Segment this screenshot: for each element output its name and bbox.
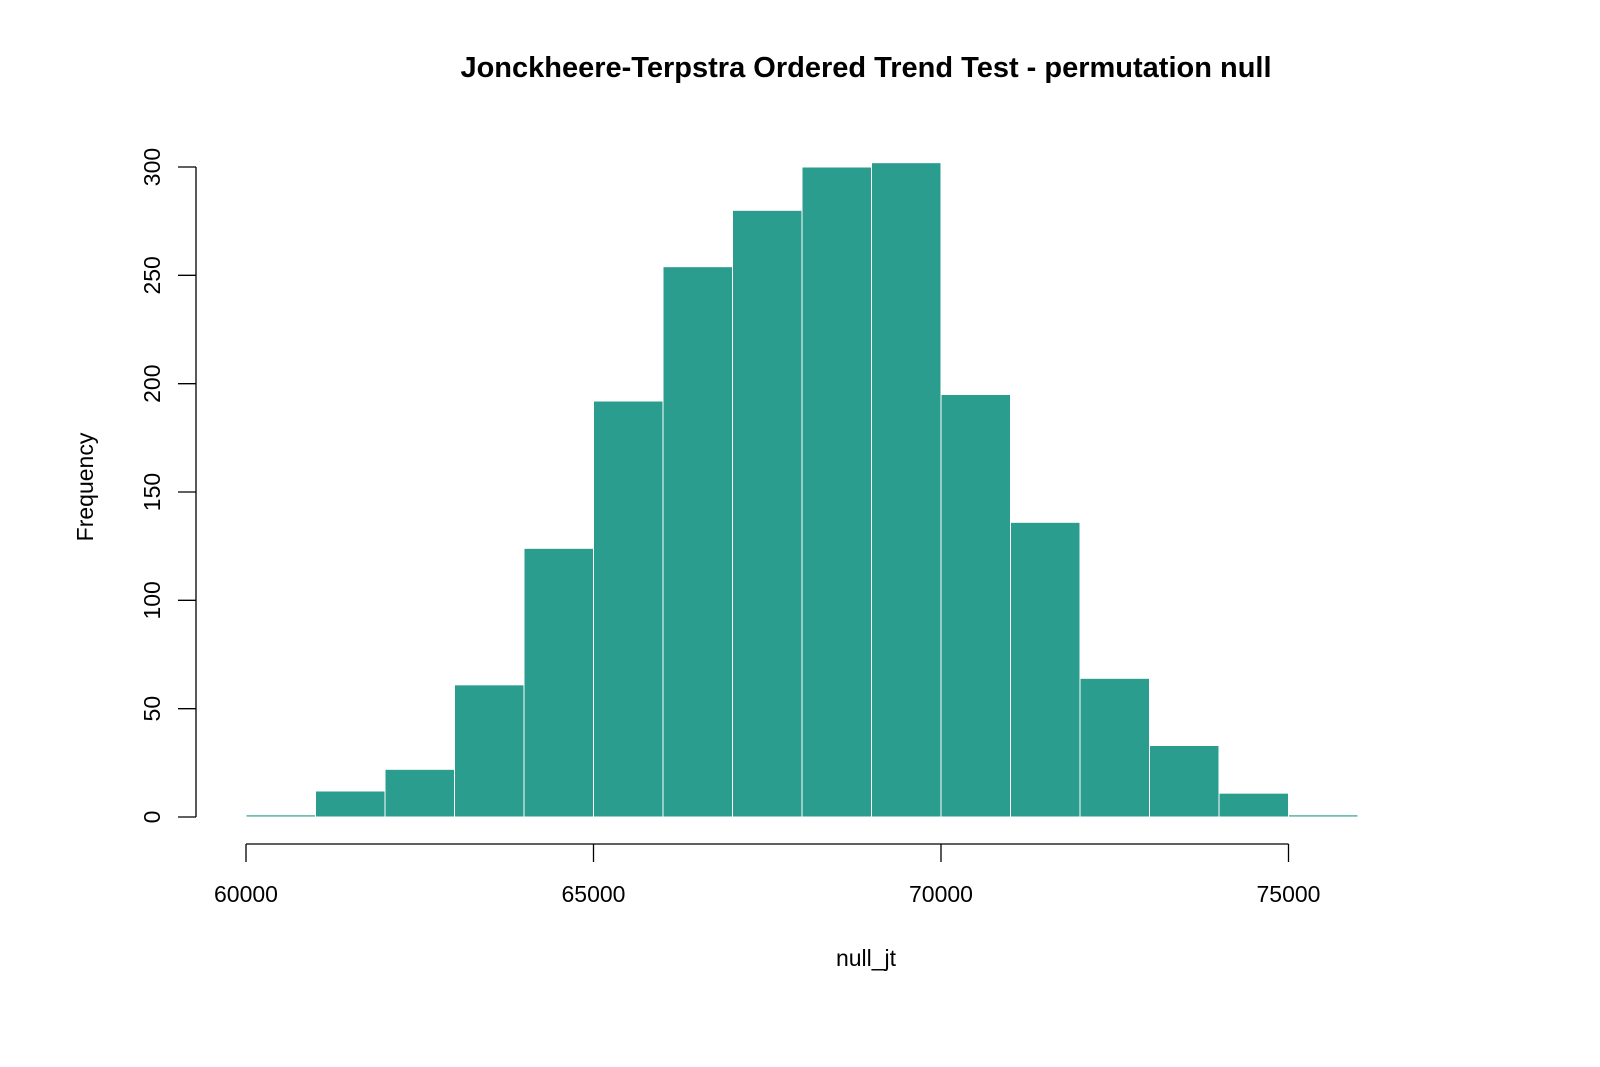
histogram-bar bbox=[732, 209, 803, 818]
histogram-bar bbox=[454, 684, 525, 818]
histogram-bar bbox=[662, 266, 733, 818]
x-tick-label: 70000 bbox=[909, 881, 973, 907]
x-tick-label: 60000 bbox=[214, 881, 278, 907]
y-tick-label: 50 bbox=[139, 696, 165, 722]
histogram-bar bbox=[801, 166, 872, 818]
histogram-bar bbox=[1357, 816, 1428, 819]
histogram-bar bbox=[1218, 792, 1289, 818]
y-tick-label: 100 bbox=[139, 581, 165, 619]
y-tick-label: 150 bbox=[139, 473, 165, 511]
chart-title: Jonckheere-Terpstra Ordered Trend Test -… bbox=[460, 52, 1271, 84]
x-axis: 60000 65000 70000 75000 bbox=[214, 843, 1321, 907]
histogram-bar bbox=[523, 547, 594, 818]
y-axis: 0 50 100 150 200 250 300 bbox=[139, 148, 197, 824]
y-tick-label: 200 bbox=[139, 364, 165, 402]
histogram-bar bbox=[1010, 521, 1081, 818]
y-tick-label: 250 bbox=[139, 256, 165, 294]
histogram-bar bbox=[1079, 677, 1150, 818]
histogram-bar bbox=[871, 162, 942, 818]
histogram-bar bbox=[245, 814, 316, 818]
histogram-bar bbox=[315, 790, 386, 818]
histogram-bar bbox=[1427, 816, 1498, 819]
x-tick-label: 65000 bbox=[562, 881, 626, 907]
bars-group bbox=[245, 162, 1498, 819]
histogram-bar bbox=[1149, 745, 1220, 818]
x-tick-label: 75000 bbox=[1257, 881, 1321, 907]
y-tick-label: 300 bbox=[139, 148, 165, 186]
histogram-bar bbox=[384, 768, 455, 818]
y-axis-label: Frequency bbox=[72, 432, 98, 541]
x-axis-label: null_jt bbox=[836, 945, 897, 971]
histogram-bar bbox=[940, 394, 1011, 818]
histogram-bar bbox=[1288, 814, 1359, 818]
histogram-bar bbox=[593, 400, 664, 818]
y-tick-label: 0 bbox=[139, 811, 165, 824]
